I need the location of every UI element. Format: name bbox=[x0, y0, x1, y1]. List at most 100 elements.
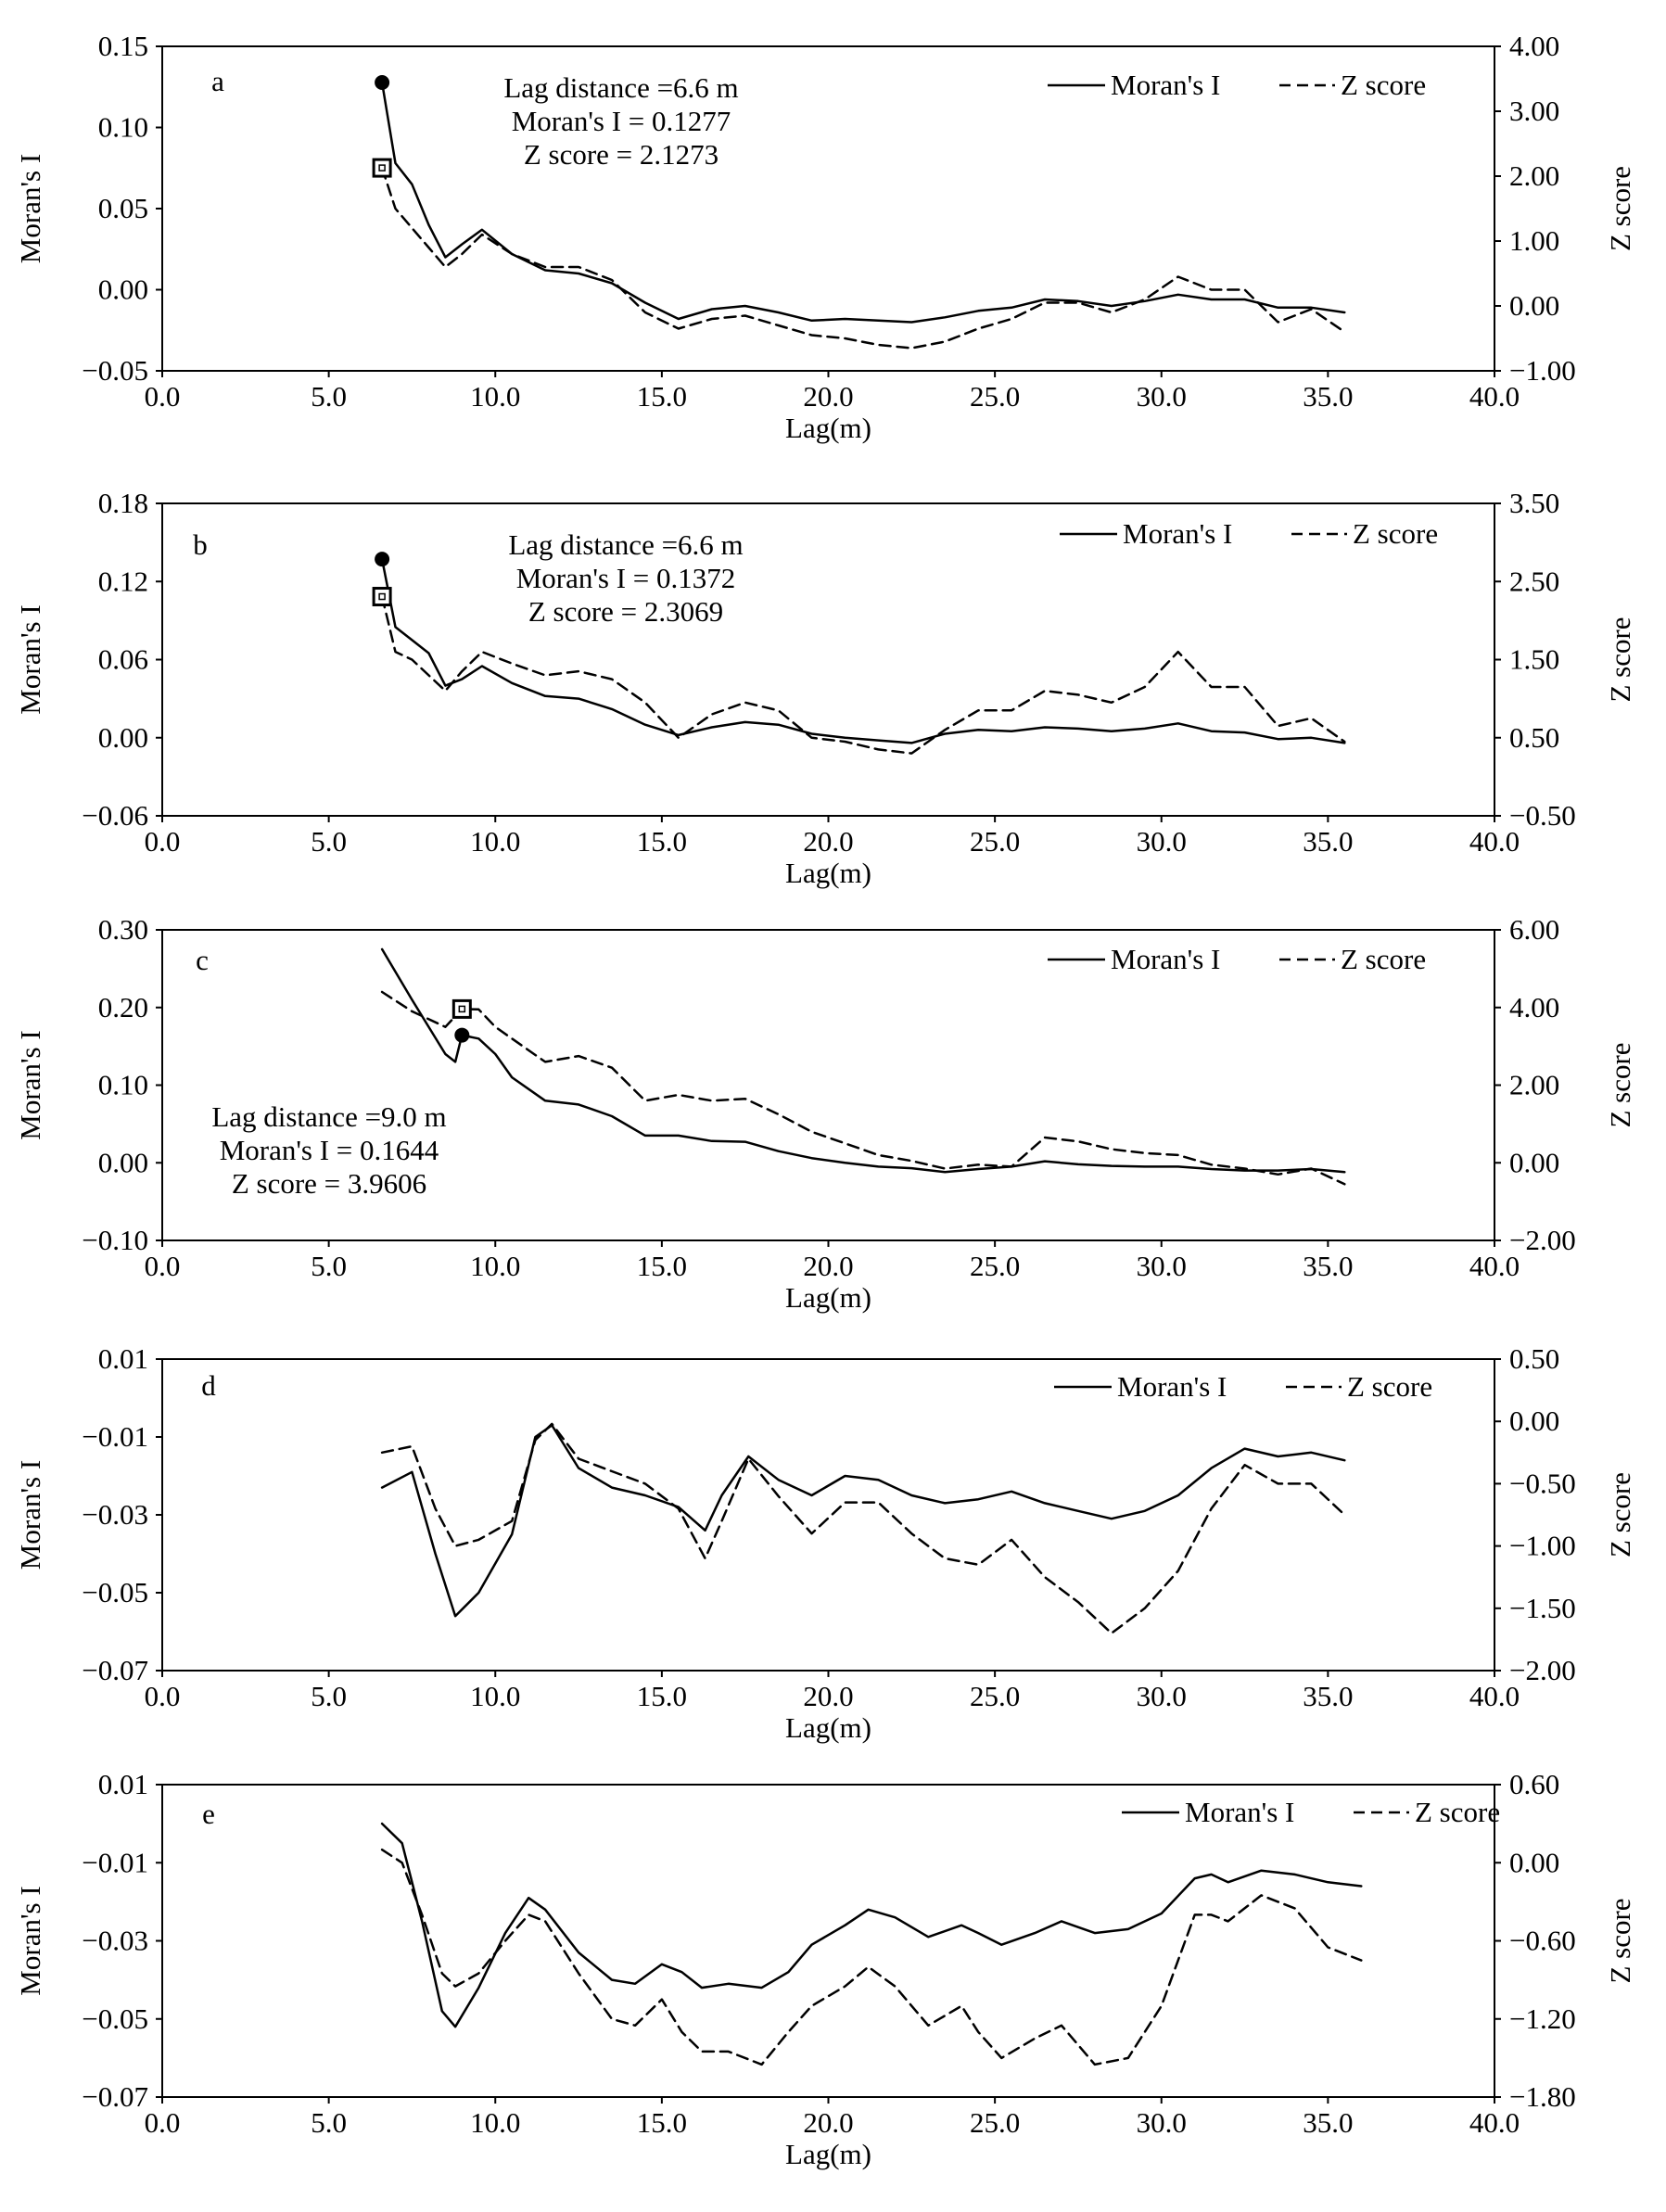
y-left-axis-title: Moran's I bbox=[14, 154, 46, 263]
annotation-line: Moran's I = 0.1277 bbox=[512, 105, 731, 137]
y-left-tick-label: 0.01 bbox=[98, 1768, 148, 1800]
y-left-axis-title: Moran's I bbox=[14, 604, 46, 714]
chart-panel-a: 0.0 5.0 10.0 15.0 20.0 25.0 30.0 35.0 40.0 −0.05 0… bbox=[14, 30, 1636, 444]
x-tick-label: 35.0 bbox=[1303, 1680, 1353, 1712]
x-tick-label: 40.0 bbox=[1469, 1680, 1520, 1712]
y-right-tick-label: 3.00 bbox=[1509, 95, 1559, 127]
x-tick-label: 20.0 bbox=[803, 1250, 853, 1282]
y-right-tick-label: 1.00 bbox=[1509, 224, 1559, 257]
x-tick-label: 35.0 bbox=[1303, 1250, 1353, 1282]
x-tick-label: 10.0 bbox=[470, 2106, 520, 2139]
plot-frame bbox=[161, 1784, 1495, 2098]
x-tick-label: 20.0 bbox=[803, 2106, 853, 2139]
y-left-tick-label: −0.06 bbox=[82, 799, 148, 832]
x-axis-title: Lag(m) bbox=[785, 857, 871, 889]
y-left-tick-label: −0.03 bbox=[82, 1925, 148, 1957]
y-right-tick-label: −1.20 bbox=[1509, 2002, 1576, 2035]
y-right-tick-label: −2.00 bbox=[1509, 1654, 1576, 1686]
x-axis-title: Lag(m) bbox=[785, 1711, 871, 1744]
y-left-tick-label: 0.06 bbox=[98, 643, 148, 676]
y-left-axis-title: Moran's I bbox=[14, 1460, 46, 1570]
x-tick-label: 5.0 bbox=[311, 2106, 347, 2139]
annotation-line: Z score = 3.9606 bbox=[232, 1167, 426, 1200]
y-right-axis-title: Z score bbox=[1604, 166, 1636, 251]
panel-label: a bbox=[211, 65, 224, 97]
y-right-tick-label: 4.00 bbox=[1509, 30, 1559, 62]
y-left-tick-label: 0.00 bbox=[98, 721, 148, 754]
panel-label: c bbox=[196, 944, 209, 976]
x-tick-label: 10.0 bbox=[470, 825, 520, 858]
x-tick-label: 30.0 bbox=[1137, 1680, 1187, 1712]
x-axis-title: Lag(m) bbox=[785, 1281, 871, 1314]
y-left-axis-title: Moran's I bbox=[14, 1030, 46, 1139]
x-tick-label: 30.0 bbox=[1137, 825, 1187, 858]
y-right-tick-label: −2.00 bbox=[1509, 1224, 1576, 1256]
y-left-tick-label: 0.00 bbox=[98, 273, 148, 306]
chart-panel-e: 0.0 5.0 10.0 15.0 20.0 25.0 30.0 35.0 40.0 −0.07 −… bbox=[14, 1768, 1636, 2170]
annotation-line: Lag distance =6.6 m bbox=[503, 71, 738, 104]
y-left-tick-label: −0.07 bbox=[82, 1654, 148, 1686]
z-score-series-line bbox=[380, 166, 1346, 350]
x-tick-label: 25.0 bbox=[970, 2106, 1020, 2139]
morans-i-peak-marker bbox=[375, 75, 390, 91]
x-tick-label: 5.0 bbox=[311, 1680, 347, 1712]
y-right-tick-label: 0.60 bbox=[1509, 1768, 1559, 1800]
x-tick-label: 0.0 bbox=[145, 2106, 181, 2139]
annotation-line: Z score = 2.3069 bbox=[528, 595, 723, 628]
legend-morans-i-label: Moran's I bbox=[1111, 69, 1220, 101]
legend-z-score-label: Z score bbox=[1415, 1796, 1500, 1828]
y-left-tick-label: −0.10 bbox=[82, 1224, 148, 1256]
x-tick-label: 5.0 bbox=[311, 380, 347, 413]
y-left-tick-label: −0.07 bbox=[82, 2080, 148, 2113]
morans-i-peak-marker bbox=[454, 1027, 470, 1043]
y-right-tick-label: −1.00 bbox=[1509, 354, 1576, 387]
x-tick-label: 40.0 bbox=[1469, 825, 1520, 858]
x-tick-label: 35.0 bbox=[1303, 825, 1353, 858]
x-tick-label: 30.0 bbox=[1137, 2106, 1187, 2139]
y-left-tick-label: −0.05 bbox=[82, 354, 148, 387]
y-left-tick-label: −0.01 bbox=[82, 1846, 148, 1878]
x-tick-label: 15.0 bbox=[637, 2106, 687, 2139]
chart-panel-d: 0.0 5.0 10.0 15.0 20.0 25.0 30.0 35.0 40.0 −0.07 −… bbox=[14, 1342, 1636, 1744]
chart-panel-c: 0.0 5.0 10.0 15.0 20.0 25.0 30.0 35.0 40.0 −0.10 0… bbox=[14, 913, 1636, 1314]
y-right-tick-label: 0.00 bbox=[1509, 289, 1559, 322]
y-right-tick-label: 0.50 bbox=[1509, 1342, 1559, 1375]
morans-i-peak-marker bbox=[375, 552, 390, 567]
morans-i-series-line bbox=[380, 1424, 1346, 1618]
morans-i-series-line bbox=[380, 1822, 1363, 2028]
x-tick-label: 35.0 bbox=[1303, 2106, 1353, 2139]
y-right-axis-title: Z score bbox=[1604, 1042, 1636, 1127]
annotation-line: Lag distance =9.0 m bbox=[211, 1100, 446, 1133]
y-right-tick-label: 1.50 bbox=[1509, 643, 1559, 676]
annotation-line: Z score = 2.1273 bbox=[524, 138, 719, 171]
x-axis-title: Lag(m) bbox=[785, 412, 871, 444]
y-left-tick-label: 0.15 bbox=[98, 30, 148, 62]
y-left-tick-label: −0.05 bbox=[82, 2002, 148, 2035]
x-tick-label: 30.0 bbox=[1137, 1250, 1187, 1282]
annotation-line: Lag distance =6.6 m bbox=[508, 528, 743, 561]
legend-morans-i-label: Moran's I bbox=[1117, 1370, 1227, 1403]
y-right-tick-label: 0.00 bbox=[1509, 1405, 1559, 1437]
y-right-tick-label: 2.00 bbox=[1509, 1069, 1559, 1101]
chart-panel-b: 0.0 5.0 10.0 15.0 20.0 25.0 30.0 35.0 40.0 −0.06 0… bbox=[14, 487, 1636, 889]
y-left-tick-label: 0.05 bbox=[98, 192, 148, 224]
y-right-axis-title: Z score bbox=[1604, 617, 1636, 702]
x-tick-label: 20.0 bbox=[803, 825, 853, 858]
annotation-line: Moran's I = 0.1372 bbox=[516, 562, 736, 594]
legend-z-score-label: Z score bbox=[1341, 69, 1426, 101]
x-tick-label: 5.0 bbox=[311, 825, 347, 858]
y-right-tick-label: −1.50 bbox=[1509, 1592, 1576, 1624]
panel-label: e bbox=[202, 1798, 215, 1830]
legend-morans-i-label: Moran's I bbox=[1123, 517, 1232, 550]
z-score-series-line bbox=[380, 990, 1346, 1186]
legend-z-score-label: Z score bbox=[1341, 943, 1426, 975]
panel-label: d bbox=[201, 1369, 216, 1402]
y-right-tick-label: 0.50 bbox=[1509, 721, 1559, 754]
y-right-tick-label: −0.60 bbox=[1509, 1925, 1576, 1957]
panel-label: b bbox=[193, 528, 208, 561]
x-tick-label: 10.0 bbox=[470, 1250, 520, 1282]
y-left-axis-title: Moran's I bbox=[14, 1886, 46, 1995]
annotation-line: Moran's I = 0.1644 bbox=[220, 1134, 439, 1166]
plot-frame bbox=[161, 502, 1495, 817]
